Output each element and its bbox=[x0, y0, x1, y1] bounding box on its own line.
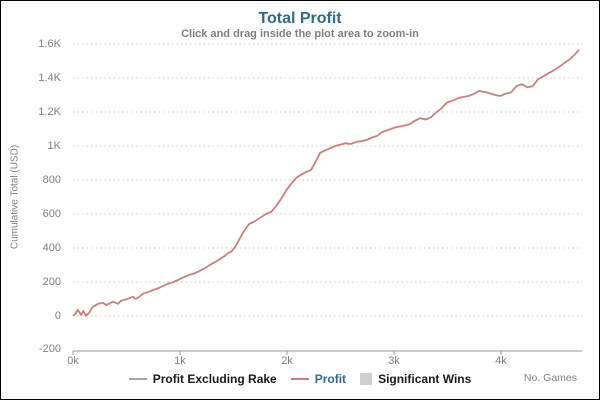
x-tick-label: 2k bbox=[281, 355, 293, 367]
y-tick-label: 1.4K bbox=[38, 72, 61, 84]
chart-subtitle: Click and drag inside the plot area to z… bbox=[181, 28, 419, 40]
legend-item-profit[interactable]: Profit bbox=[290, 372, 347, 386]
gridlines bbox=[73, 43, 582, 317]
y-tick-label: 400 bbox=[42, 242, 61, 254]
y-tick-label: 800 bbox=[42, 174, 61, 186]
x-tick-label: 1k bbox=[174, 355, 186, 367]
profit-excluding-rake-line-swatch bbox=[128, 378, 147, 380]
y-tick-label: 1.6K bbox=[38, 38, 61, 50]
y-tick-label: 200 bbox=[42, 276, 61, 288]
legend: Profit Excluding Rake Profit Significant… bbox=[1, 372, 599, 386]
legend-label-significant-wins: Significant Wins bbox=[378, 372, 472, 386]
legend-label-profit: Profit bbox=[314, 372, 347, 386]
legend-item-significant-wins[interactable]: Significant Wins bbox=[360, 372, 471, 386]
x-axis bbox=[72, 350, 582, 355]
y-tick-label: 0 bbox=[54, 310, 61, 322]
y-tick-label: 1.2K bbox=[38, 106, 61, 118]
x-tick-label: 3k bbox=[388, 355, 400, 367]
x-axis-title: No. Games bbox=[523, 372, 577, 384]
chart-title: Total Profit bbox=[258, 10, 342, 27]
profit-line bbox=[72, 49, 580, 317]
profit-series bbox=[72, 49, 580, 317]
x-tick-label: 0k bbox=[67, 355, 79, 367]
x-tick-label: 4k bbox=[495, 355, 507, 367]
legend-label-profit-excluding-rake: Profit Excluding Rake bbox=[152, 372, 277, 386]
y-tick-label: 600 bbox=[42, 208, 61, 220]
legend-item-profit-excluding-rake[interactable]: Profit Excluding Rake bbox=[128, 372, 277, 386]
profit-line-swatch bbox=[290, 378, 309, 380]
significant-wins-swatch bbox=[360, 373, 373, 385]
y-tick-label: 1K bbox=[47, 140, 61, 152]
y-tick-label: -200 bbox=[38, 343, 61, 355]
